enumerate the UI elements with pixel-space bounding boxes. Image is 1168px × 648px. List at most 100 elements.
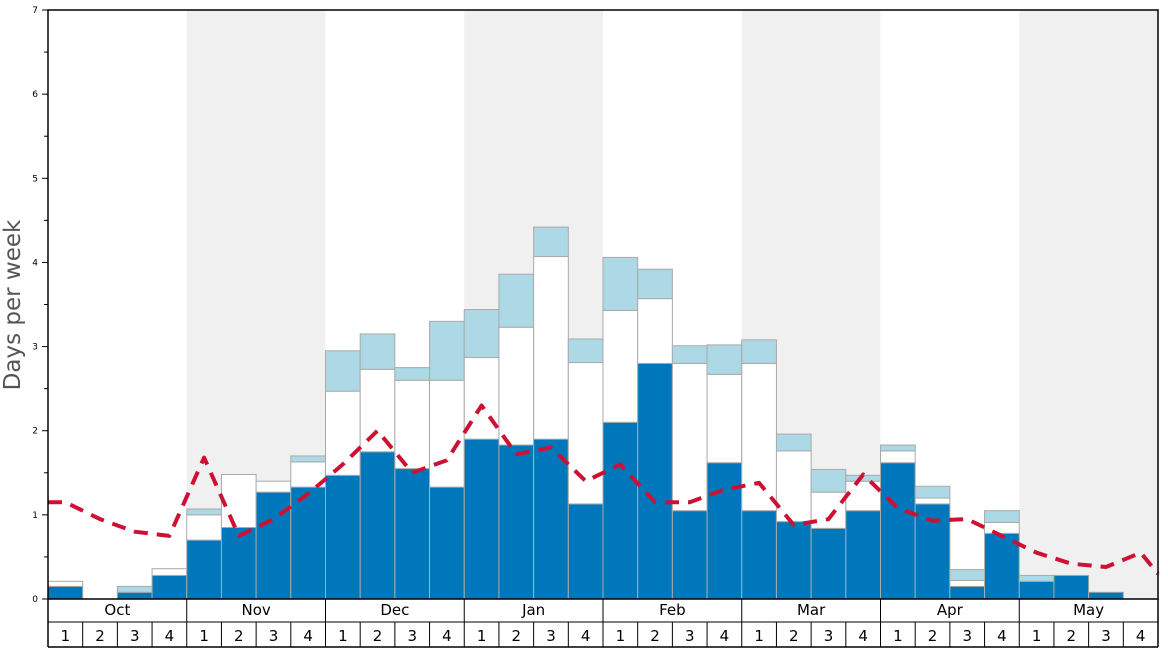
bar-segment [533, 256, 569, 440]
bar-segment [290, 486, 326, 600]
bar-segment [949, 579, 986, 587]
bar-segment [810, 468, 847, 493]
bar-segment [359, 451, 396, 600]
y-tick-label: 3 [32, 343, 38, 353]
bar-segment [880, 444, 916, 452]
week-label: 3 [824, 627, 834, 645]
week-label: 1 [616, 627, 626, 645]
week-label: 2 [234, 627, 244, 645]
bar-segment [1053, 574, 1090, 600]
week-label: 2 [789, 627, 799, 645]
month-label: May [1073, 601, 1104, 619]
bar-segment [47, 580, 84, 587]
month-label: Mar [797, 601, 826, 619]
y-tick-label: 6 [32, 90, 38, 100]
bar-segment [914, 485, 951, 499]
bar-segment [533, 438, 569, 600]
bar-segment [394, 379, 431, 470]
week-label: 1 [338, 627, 348, 645]
week-label: 3 [546, 627, 556, 645]
bar-segment [706, 462, 743, 600]
bar-segment [151, 574, 188, 600]
month-label: Oct [104, 601, 130, 619]
bar-segment [290, 455, 326, 463]
bar-segment [775, 450, 812, 523]
week-label: 4 [1136, 627, 1146, 645]
bar-segment [741, 339, 777, 364]
bar-segment [186, 508, 222, 516]
bar-segment [220, 526, 257, 600]
y-tick-label: 0 [32, 595, 38, 605]
bar-segment [602, 256, 639, 311]
week-label: 3 [130, 627, 140, 645]
week-label: 3 [685, 627, 695, 645]
bar-segment [186, 514, 222, 541]
bar-segment [498, 444, 535, 600]
bar-segment [1018, 580, 1055, 600]
month-label: Dec [380, 601, 409, 619]
bar-segment [116, 585, 153, 593]
bars [47, 226, 1124, 600]
bar-segment [914, 497, 951, 505]
bar-segment [949, 569, 986, 581]
bar-segment [463, 309, 500, 359]
bar-segment [429, 320, 465, 381]
y-tick-label: 2 [32, 427, 38, 437]
week-label: 4 [581, 627, 591, 645]
bar-segment [671, 345, 708, 364]
y-tick-label: 1 [32, 511, 38, 521]
bar-segment [845, 510, 881, 600]
month-label: Apr [937, 601, 964, 619]
bar-segment [602, 309, 639, 423]
bar-segment [498, 273, 535, 328]
week-label: 1 [893, 627, 903, 645]
week-label: 4 [442, 627, 452, 645]
bar-segment [429, 379, 465, 488]
bar-segment [602, 421, 639, 600]
bar-segment [706, 373, 743, 464]
week-label: 4 [303, 627, 313, 645]
bar-segment [741, 362, 777, 512]
bar-segment [220, 473, 257, 528]
bar-segment [1088, 591, 1124, 600]
bar-segment [984, 521, 1020, 534]
bar-segment [463, 438, 500, 600]
bar-segment [359, 368, 396, 453]
bar-segment [706, 344, 743, 375]
bar-segment [637, 268, 673, 300]
bar-segment [255, 480, 292, 493]
bar-segment [914, 503, 951, 600]
bar-segment [325, 474, 361, 600]
bar-segment [984, 510, 1020, 523]
week-label: 4 [165, 627, 175, 645]
bar-segment [880, 462, 916, 600]
bar-segment [949, 585, 986, 600]
week-label: 3 [269, 627, 279, 645]
bar-segment [671, 510, 708, 600]
bar-segment [151, 568, 188, 576]
bar-segment [498, 326, 535, 446]
month-label: Nov [241, 601, 270, 619]
week-label: 2 [650, 627, 660, 645]
week-label: 3 [1101, 627, 1111, 645]
bar-segment [775, 521, 812, 600]
bar-segment [671, 362, 708, 512]
bar-segment [1018, 574, 1055, 582]
week-label: 2 [512, 627, 522, 645]
plot-frame [47, 9, 1159, 600]
y-axis-label: Days per week [0, 219, 26, 390]
bar-segment [394, 468, 431, 600]
week-label: 4 [997, 627, 1007, 645]
x-axis: Oct 1 2 3 4 Nov 1 2 3 4 Dec 1 2 3 4 Jan 1 2 3 4 Feb 1 2 3 4 Mar 1 2… [47, 599, 1159, 648]
bar-segment [429, 486, 465, 600]
week-label: 4 [720, 627, 730, 645]
month-label: Feb [659, 601, 686, 619]
y-tick-label: 7 [32, 6, 38, 16]
bar-segment [116, 591, 153, 600]
bar-segment [567, 338, 604, 364]
week-label: 2 [928, 627, 938, 645]
bar-segment [567, 503, 604, 600]
bar-segment [637, 298, 673, 364]
bar-segment [637, 362, 673, 600]
